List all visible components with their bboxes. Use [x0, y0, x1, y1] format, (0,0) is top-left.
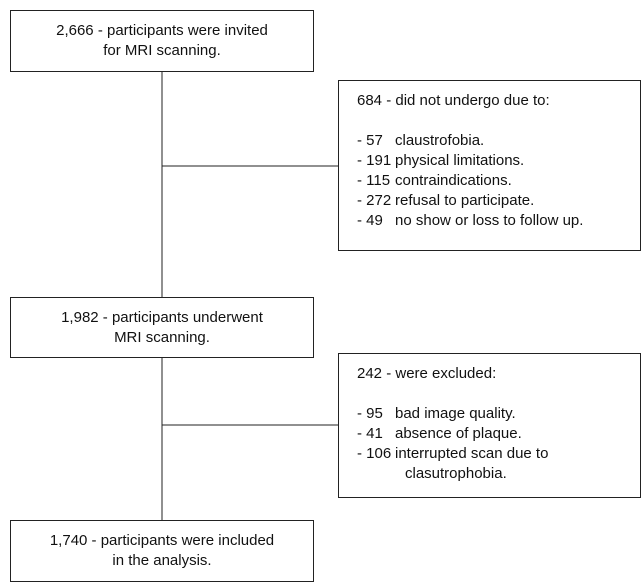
- exclusion-reason: clasutrophobia.: [405, 465, 507, 482]
- step-box: 2,666 - participants were invited for MRI…: [10, 10, 314, 72]
- exclusion-count: - 191: [357, 152, 392, 169]
- exclusion-reason: no show or loss to follow up.: [395, 212, 584, 229]
- step-box: 1,740 - participants were included in the…: [10, 520, 314, 582]
- exclusion-reason: absence of plaque.: [395, 425, 522, 442]
- step-box: 1,982 - participants underwent MRI scanni…: [10, 297, 314, 358]
- exclusion-count: - 57: [357, 132, 383, 149]
- exclusion-reason: bad image quality.: [395, 405, 516, 422]
- exclusion-item: - 57 claustrofobia.: [357, 131, 640, 151]
- exclusion-count: - 95: [357, 405, 383, 422]
- exclusion-count: - 49: [357, 212, 383, 229]
- exclusion-item: - 49 no show or loss to follow up.: [357, 211, 640, 231]
- step-text: 1,740 - participants were included: [49, 532, 275, 549]
- step-text: 1,982 - participants underwent: [61, 308, 263, 326]
- exclusion-item: - 95 bad image quality.: [357, 404, 640, 424]
- exclusion-reason: refusal to participate.: [395, 192, 535, 209]
- exclusion-item: clasutrophobia.: [357, 464, 640, 484]
- exclusion-heading: 242 - were excluded:: [357, 365, 497, 382]
- exclusion-reason: contraindications.: [395, 172, 512, 189]
- exclusion-item: - 272 refusal to participate.: [357, 191, 640, 211]
- exclusion-heading: 684 - did not undergo due to:: [357, 92, 550, 109]
- exclusion-count: - 115: [357, 172, 391, 189]
- step-text: MRI scanning.: [114, 328, 210, 346]
- exclusion-count: - 41: [357, 425, 383, 442]
- exclusion-item: - 115 contraindications.: [357, 171, 640, 191]
- exclusion-item: - 106 interrupted scan due to: [357, 444, 640, 464]
- exclusion-count: - 272: [357, 192, 392, 209]
- step-text: in the analysis.: [112, 552, 212, 569]
- exclusion-box: 242 - were excluded: - 95 bad image qualit…: [338, 353, 641, 498]
- exclusion-box: 684 - did not undergo due to: - 57 claustr…: [338, 80, 641, 251]
- exclusion-reason: physical limitations.: [395, 152, 525, 169]
- exclusion-count: - 106: [357, 445, 392, 462]
- exclusion-item: - 191 physical limitations.: [357, 151, 640, 171]
- exclusion-reason: interrupted scan due to: [395, 445, 549, 462]
- exclusion-reason: claustrofobia.: [395, 132, 485, 149]
- step-text: 2,666 - participants were invited: [56, 22, 268, 39]
- exclusion-item: - 41 absence of plaque.: [357, 424, 640, 444]
- exclusion-count: [357, 464, 405, 484]
- step-text: for MRI scanning.: [103, 42, 221, 59]
